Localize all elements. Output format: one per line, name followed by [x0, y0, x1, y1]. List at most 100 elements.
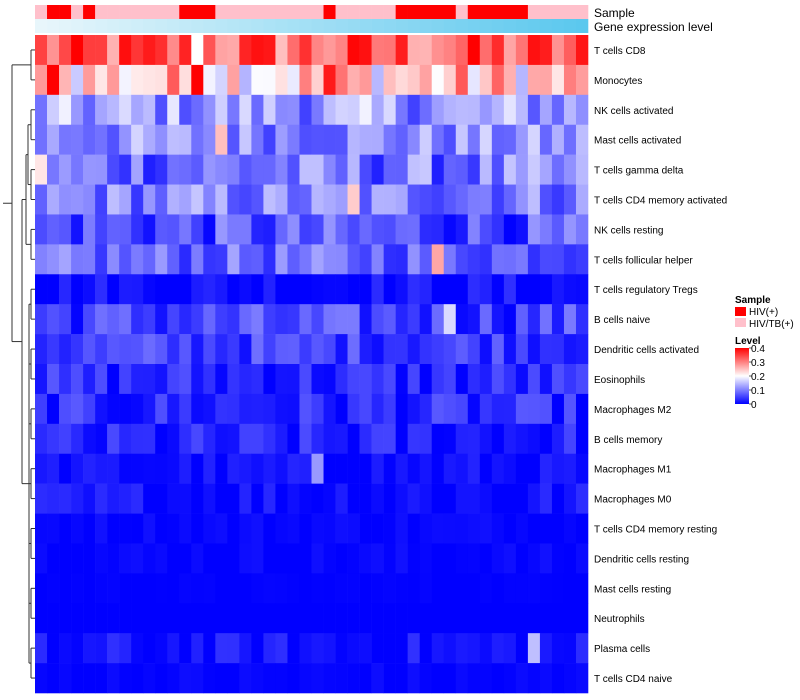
heatmap-cell [215, 543, 228, 574]
heatmap-cell [203, 304, 216, 335]
heatmap-cell [71, 483, 84, 514]
heatmap-cell [551, 423, 565, 455]
row-labels: T cells CD8 Monocytes NK cells activated Ma… [594, 46, 727, 685]
heatmap-cell [311, 274, 324, 305]
heatmap-cell [83, 633, 96, 664]
heatmap-cell [251, 334, 264, 365]
heatmap-cell [323, 423, 336, 455]
heatmap-cell [47, 334, 60, 365]
heatmap-cell [155, 334, 168, 365]
heatmap-cell [335, 423, 348, 455]
heatmap-cell [239, 214, 252, 245]
gene-expression-annotation-cell [527, 19, 541, 33]
heatmap-cell [539, 244, 553, 275]
heatmap-cell [503, 393, 517, 425]
heatmap-cell [35, 94, 48, 126]
heatmap-cell [491, 124, 505, 155]
heatmap-cell [275, 94, 288, 126]
heatmap-cell [143, 603, 156, 634]
heatmap-cell [359, 94, 372, 126]
row-label: B cells memory [594, 435, 662, 446]
heatmap-cell [275, 274, 288, 305]
heatmap-cell [539, 453, 553, 484]
heatmap-cell [431, 214, 445, 245]
sample-annotation-cell [563, 5, 577, 19]
heatmap-cell [347, 184, 360, 215]
sample-annotation-bar [35, 5, 589, 19]
heatmap-cell [71, 124, 84, 155]
sample-annotation-cell [575, 5, 589, 19]
sample-annotation-cell [203, 5, 216, 19]
heatmap-cell [179, 543, 192, 574]
heatmap-cell [167, 304, 180, 335]
heatmap-cell [299, 124, 312, 155]
gene-expression-annotation-cell [455, 19, 469, 33]
heatmap-cell [275, 154, 288, 185]
heatmap-cell [383, 453, 396, 484]
sample-annotation-cell [383, 5, 396, 19]
heatmap-cell [251, 543, 264, 574]
heatmap-cell [431, 393, 445, 425]
heatmap-cell [83, 184, 96, 215]
heatmap-cell [47, 573, 60, 604]
gene-expression-annotation-cell [83, 19, 96, 33]
heatmap-cell [191, 573, 204, 604]
heatmap-cell [131, 603, 144, 634]
heatmap-cell [71, 453, 84, 484]
heatmap-cell [359, 364, 372, 395]
heatmap-cell [251, 364, 264, 395]
heatmap-cell [407, 124, 420, 155]
heatmap-cell [503, 124, 517, 155]
heatmap-cell [215, 453, 228, 484]
heatmap-cell [563, 35, 577, 66]
heatmap-cell [119, 94, 132, 126]
heatmap-cell [575, 663, 589, 694]
heatmap-cell [119, 633, 132, 664]
heatmap-cell [131, 453, 144, 484]
heatmap-cell [527, 364, 541, 395]
heatmap-cell [191, 184, 204, 215]
heatmap-cell [503, 573, 517, 604]
heatmap-cell [443, 603, 457, 634]
heatmap-cell [335, 453, 348, 484]
heatmap-cell [143, 274, 156, 305]
heatmap-cell [47, 154, 60, 185]
heatmap-cell [95, 423, 108, 455]
heatmap-cell [143, 633, 156, 664]
heatmap-cell [383, 334, 396, 365]
heatmap-cell [575, 573, 589, 604]
heatmap-cell [287, 35, 300, 66]
sample-annotation-cell [167, 5, 180, 19]
heatmap-cell [71, 244, 84, 275]
heatmap-cell [443, 513, 457, 544]
heatmap-cell [575, 94, 589, 126]
heatmap-cell [59, 483, 72, 514]
heatmap-cell [107, 244, 120, 275]
heatmap-cell [263, 453, 276, 484]
heatmap-cell [551, 304, 565, 335]
heatmap-cell [35, 274, 48, 305]
heatmap-cell [407, 393, 420, 425]
heatmap-cell [95, 364, 108, 395]
row-label: Dendritic cells activated [594, 345, 699, 356]
heatmap-cell [239, 94, 252, 126]
heatmap-cell [215, 603, 228, 634]
heatmap-cell [215, 94, 228, 126]
heatmap-cell [167, 364, 180, 395]
heatmap-cell [83, 334, 96, 365]
heatmap-cell [179, 334, 192, 365]
heatmap-cell [131, 214, 144, 245]
heatmap-cell [131, 364, 144, 395]
heatmap-cell [395, 423, 408, 455]
heatmap-cell [131, 35, 144, 66]
heatmap-cell [155, 364, 168, 395]
heatmap-cell [407, 513, 420, 544]
heatmap-cell [311, 423, 324, 455]
heatmap-cell [575, 64, 589, 96]
heatmap-cell [323, 94, 336, 126]
heatmap-cell [83, 124, 96, 155]
heatmap-cell [371, 663, 384, 694]
gene-expression-annotation-cell [227, 19, 240, 33]
heatmap-cell [179, 633, 192, 664]
heatmap-cell [491, 663, 505, 694]
